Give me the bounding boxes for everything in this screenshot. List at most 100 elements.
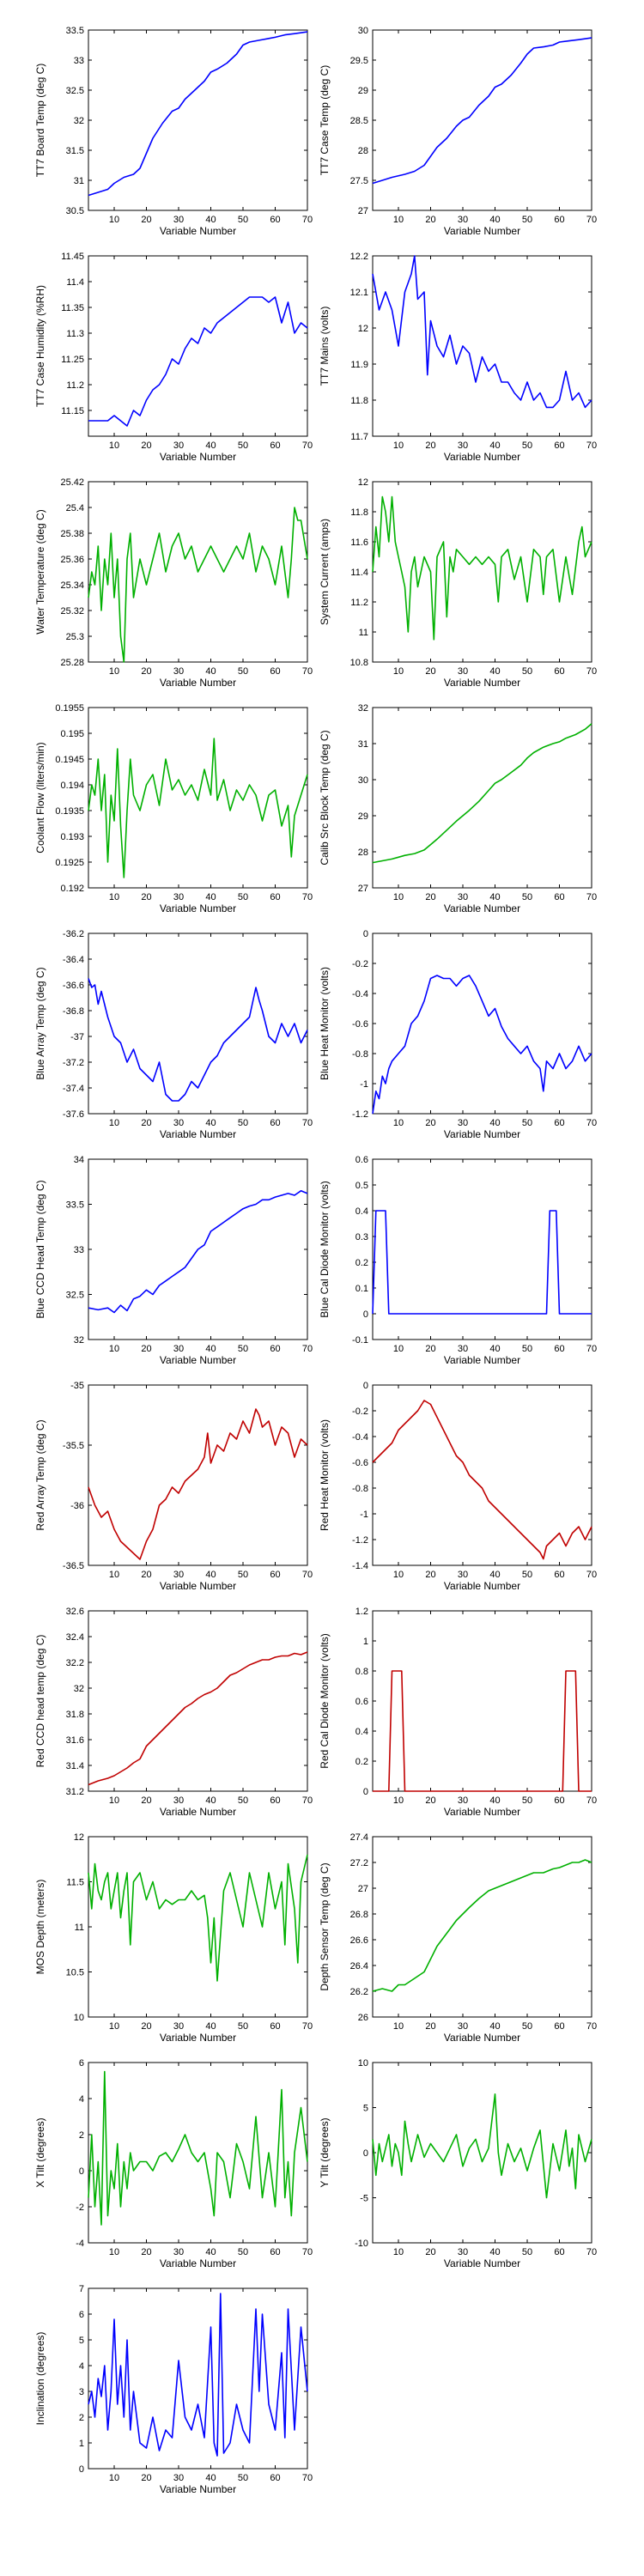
x-tick-label: 40 — [205, 1570, 216, 1580]
y-tick-label: 26 — [358, 2013, 368, 2023]
x-tick-label: 10 — [393, 1570, 404, 1580]
y-tick-label: -35.5 — [63, 1441, 84, 1451]
x-tick-label: 50 — [522, 2021, 532, 2032]
x-tick-label: 70 — [302, 892, 313, 902]
x-axis-label: Variable Number — [444, 1580, 520, 1592]
x-tick-label: 50 — [522, 1795, 532, 1806]
series-line — [88, 1408, 308, 1560]
x-tick-label: 70 — [586, 666, 597, 677]
y-tick-label: 27.2 — [350, 1858, 368, 1868]
y-tick-label: 12.2 — [350, 252, 368, 262]
y-tick-label: 31.4 — [66, 1761, 84, 1771]
y-axis-label: Y Tilt (degrees) — [319, 2117, 331, 2187]
x-tick-label: 70 — [302, 440, 313, 451]
x-tick-label: 60 — [554, 892, 564, 902]
x-axis-label: Variable Number — [444, 1806, 520, 1818]
y-tick-label: -1 — [360, 1079, 368, 1090]
x-tick-label: 50 — [238, 1344, 248, 1354]
chart-panel: 10 20 30 40 50 60 70 27 28 29 30 31 32 Variable Numbe… — [319, 703, 597, 914]
x-tick-label: 20 — [141, 2473, 151, 2483]
axes-box — [88, 707, 308, 889]
y-tick-label: 32.6 — [66, 1607, 84, 1617]
x-tick-label: 40 — [205, 666, 216, 677]
x-tick-label: 60 — [270, 1344, 280, 1354]
x-tick-label: 30 — [173, 1344, 184, 1354]
y-tick-label: 30 — [358, 26, 368, 36]
x-tick-label: 10 — [109, 1344, 119, 1354]
y-tick-label: -0.1 — [352, 1335, 368, 1346]
y-tick-label: 33.5 — [66, 1200, 84, 1211]
x-tick-label: 20 — [425, 440, 435, 451]
y-tick-label: 31.8 — [66, 1710, 84, 1720]
axes-box — [88, 1384, 308, 1566]
x-tick-label: 30 — [173, 2021, 184, 2032]
x-axis-label: Variable Number — [444, 1354, 520, 1366]
x-tick-label: 70 — [586, 1344, 597, 1354]
y-tick-label: 10.8 — [350, 658, 368, 668]
y-tick-label: 32.2 — [66, 1658, 84, 1668]
x-tick-label: 50 — [522, 440, 532, 451]
series-line — [373, 1670, 592, 1792]
y-tick-label: 29 — [358, 86, 368, 96]
y-tick-label: 11.2 — [350, 598, 368, 608]
x-tick-label: 30 — [458, 215, 468, 225]
y-tick-label: -1.2 — [352, 1535, 368, 1546]
x-tick-label: 30 — [458, 1118, 468, 1128]
x-tick-label: 10 — [109, 1570, 119, 1580]
y-tick-label: -36.6 — [63, 981, 84, 991]
y-tick-label: -1.4 — [352, 1561, 368, 1571]
y-tick-label: 11.25 — [61, 355, 84, 365]
x-axis-label: Variable Number — [444, 225, 520, 237]
y-tick-label: -0.8 — [352, 1049, 368, 1060]
y-tick-label: 0.5 — [355, 1181, 368, 1191]
x-tick-label: 30 — [173, 1118, 184, 1128]
x-tick-label: 30 — [173, 2473, 184, 2483]
y-tick-label: 0 — [363, 2148, 368, 2159]
x-tick-label: 10 — [109, 440, 119, 451]
chart-panel: 10 20 30 40 50 60 70 -37.6 -37.4 -37.2 -37 -36.8 -36… — [34, 929, 313, 1140]
y-tick-label: 0.1925 — [55, 858, 84, 868]
chart-panel: 10 20 30 40 50 60 70 31.2 31.4 31.6 31.8 32 32.2 32.4… — [34, 1607, 313, 1818]
x-tick-label: 10 — [393, 2247, 404, 2257]
y-tick-label: 31.6 — [66, 1735, 84, 1746]
x-tick-label: 20 — [425, 1118, 435, 1128]
x-tick-label: 60 — [270, 1570, 280, 1580]
y-axis-label: TT7 Mains (volts) — [319, 307, 331, 386]
y-tick-label: 0.1945 — [55, 755, 84, 765]
y-tick-label: 28.5 — [350, 116, 368, 126]
y-tick-label: 1 — [79, 2439, 84, 2449]
y-tick-label: 0.1 — [355, 1284, 368, 1294]
x-tick-label: 30 — [173, 1570, 184, 1580]
chart-panel: 10 20 30 40 50 60 70 25.28 25.3 25.32 25.34 25.36 25… — [34, 477, 313, 689]
series-line — [372, 495, 592, 641]
y-tick-label: 25.34 — [60, 580, 84, 591]
x-tick-label: 20 — [425, 1344, 435, 1354]
y-tick-label: 0.2 — [355, 1757, 368, 1767]
y-tick-label: 32 — [358, 703, 368, 714]
x-tick-label: 70 — [586, 1795, 597, 1806]
y-tick-label: 25.36 — [60, 555, 84, 565]
y-axis-label: Red Cal Diode Monitor (volts) — [319, 1633, 331, 1768]
axes-box — [88, 1610, 308, 1792]
series-line — [88, 1854, 308, 1982]
x-tick-label: 60 — [554, 666, 564, 677]
x-tick-label: 70 — [302, 666, 313, 677]
x-tick-label: 20 — [141, 1344, 151, 1354]
x-tick-label: 20 — [141, 2247, 151, 2257]
x-tick-label: 50 — [238, 892, 248, 902]
x-tick-label: 10 — [109, 892, 119, 902]
x-tick-label: 40 — [489, 440, 500, 451]
x-tick-label: 30 — [173, 666, 184, 677]
x-tick-label: 50 — [238, 1118, 248, 1128]
x-tick-label: 10 — [109, 2473, 119, 2483]
x-tick-label: 10 — [109, 1795, 119, 1806]
x-tick-label: 60 — [554, 1344, 564, 1354]
y-tick-label: 32.5 — [66, 86, 84, 96]
x-axis-label: Variable Number — [444, 2257, 520, 2269]
y-tick-label: -37.6 — [63, 1109, 84, 1120]
x-tick-label: 60 — [554, 440, 564, 451]
axes-box — [88, 2062, 308, 2244]
y-tick-label: 11.8 — [350, 507, 368, 518]
x-tick-label: 60 — [554, 1795, 564, 1806]
